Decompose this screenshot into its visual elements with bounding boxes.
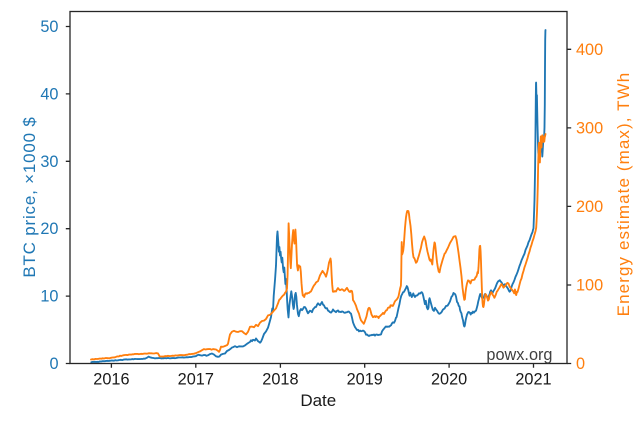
svg-text:200: 200 [576, 198, 603, 216]
svg-text:2017: 2017 [178, 370, 214, 388]
svg-text:0: 0 [576, 355, 585, 373]
svg-text:40: 40 [40, 85, 58, 103]
svg-text:10: 10 [40, 288, 58, 306]
svg-text:400: 400 [576, 41, 603, 59]
svg-text:100: 100 [576, 277, 603, 295]
svg-text:2018: 2018 [262, 370, 298, 388]
svg-text:powx.org: powx.org [486, 346, 552, 364]
svg-text:2021: 2021 [515, 370, 551, 388]
svg-text:2016: 2016 [93, 370, 129, 388]
svg-text:0: 0 [49, 355, 58, 373]
svg-text:Energy estimate (max), TWh: Energy estimate (max), TWh [614, 72, 633, 317]
svg-text:Date: Date [300, 391, 336, 410]
svg-text:20: 20 [40, 220, 58, 238]
svg-text:50: 50 [40, 18, 58, 36]
svg-text:2020: 2020 [431, 370, 467, 388]
svg-text:2019: 2019 [347, 370, 383, 388]
svg-text:300: 300 [576, 119, 603, 137]
svg-text:BTC price, ×1000 $: BTC price, ×1000 $ [20, 116, 39, 277]
svg-text:30: 30 [40, 153, 58, 171]
